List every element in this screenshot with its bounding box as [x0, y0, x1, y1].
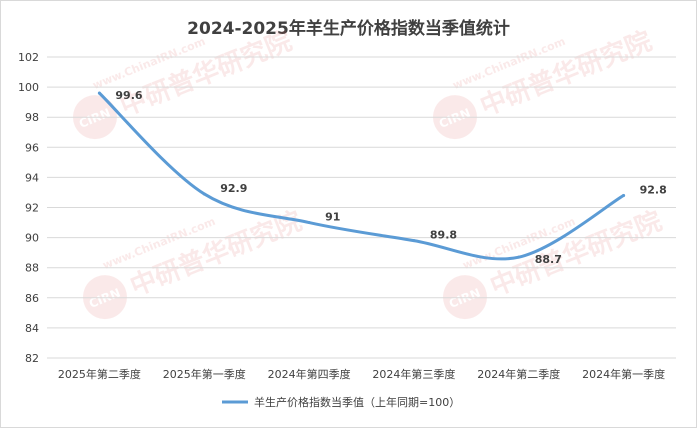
series-line	[97, 91, 626, 261]
y-tick-label: 84	[25, 322, 39, 335]
data-label: 92.8	[640, 183, 667, 196]
data-label: 89.8	[430, 229, 457, 242]
y-tick-label: 102	[18, 51, 39, 64]
legend-label: 羊生产价格指数当季值（上年同期=100）	[254, 395, 460, 409]
watermark-brand: 中研普华研究院	[116, 25, 296, 122]
chart-title: 2024-2025年羊生产价格指数当季值统计	[187, 19, 510, 39]
y-tick-label: 92	[25, 202, 39, 215]
watermark-logo-circle	[442, 275, 487, 320]
data-point	[517, 255, 521, 259]
y-tick-label: 94	[25, 171, 39, 184]
watermark-brand: 中研普华研究院	[486, 205, 666, 302]
x-tick-label: 2025年第一季度	[163, 367, 246, 381]
y-tick-label: 96	[25, 141, 39, 154]
watermark-logo-circle	[82, 275, 127, 320]
watermark-brand: 中研普华研究院	[126, 205, 306, 302]
data-label: 99.6	[115, 89, 142, 102]
y-tick-label: 86	[25, 292, 39, 305]
x-tick-label: 2025年第二季度	[58, 367, 141, 381]
x-tick-label: 2024年第一季度	[582, 367, 665, 381]
data-point	[97, 91, 101, 95]
data-point	[412, 239, 416, 243]
y-tick-label: 82	[25, 352, 39, 365]
data-label: 92.9	[220, 182, 247, 195]
data-point	[622, 193, 626, 197]
data-label: 88.7	[535, 253, 562, 266]
y-tick-label: 100	[18, 81, 39, 94]
x-tick-label: 2024年第三季度	[372, 367, 455, 381]
x-tick-label: 2024年第二季度	[477, 367, 560, 381]
y-tick-label: 98	[25, 111, 39, 124]
data-point	[202, 192, 206, 196]
y-tick-label: 88	[25, 262, 39, 275]
x-tick-label: 2024年第四季度	[268, 367, 351, 381]
data-point	[307, 221, 311, 225]
watermark-brand: 中研普华研究院	[476, 25, 656, 122]
data-label: 91	[325, 211, 340, 224]
y-tick-label: 90	[25, 232, 39, 245]
